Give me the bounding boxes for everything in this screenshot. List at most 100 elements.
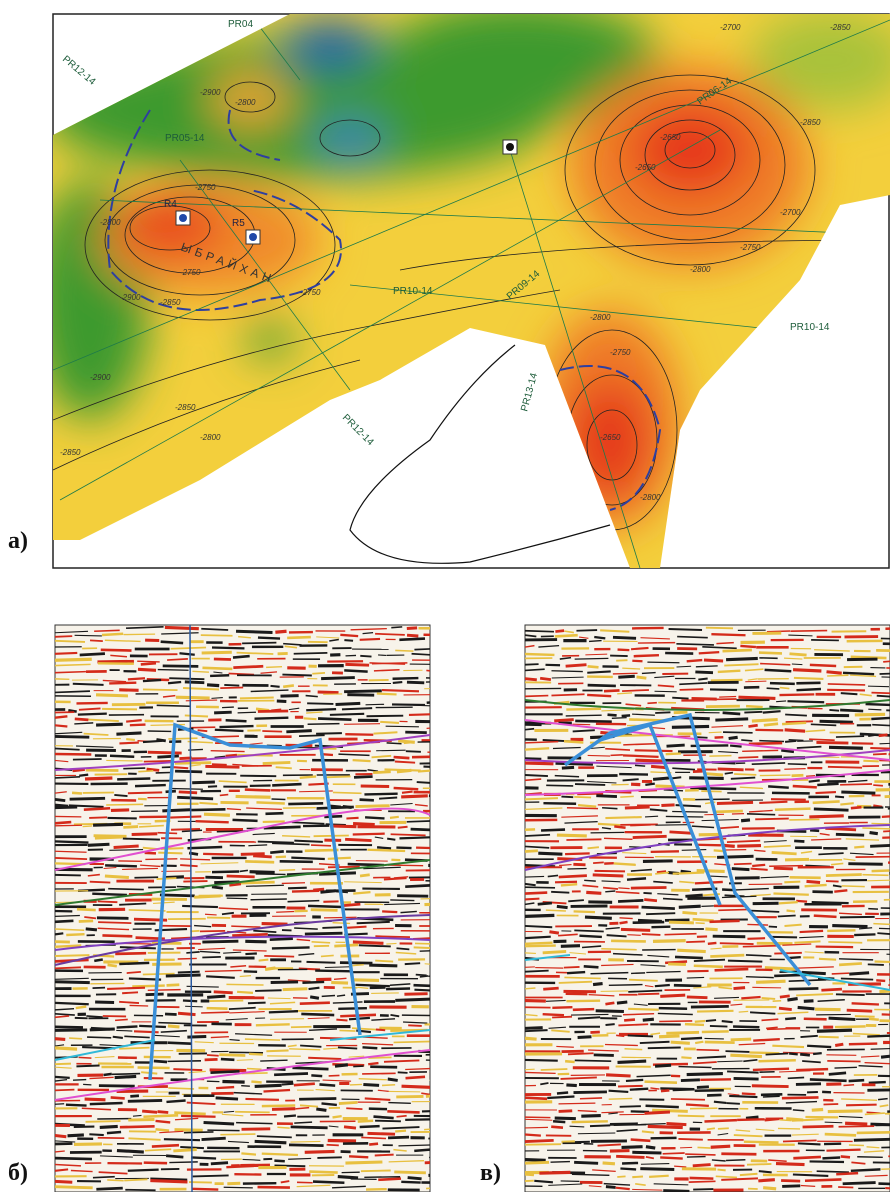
reflector bbox=[97, 661, 133, 662]
reflector bbox=[367, 850, 405, 851]
reflector bbox=[253, 856, 272, 857]
reflector bbox=[611, 941, 646, 942]
reflector bbox=[353, 980, 379, 981]
reflector bbox=[706, 706, 740, 707]
reflector bbox=[407, 682, 424, 683]
reflector bbox=[130, 725, 146, 726]
reflector bbox=[233, 820, 258, 821]
reflector bbox=[270, 686, 279, 687]
reflector bbox=[608, 715, 617, 716]
reflector bbox=[724, 664, 758, 665]
reflector bbox=[525, 887, 555, 888]
reflector bbox=[322, 927, 342, 928]
reflector bbox=[715, 969, 749, 970]
reflector bbox=[635, 765, 645, 766]
reflector bbox=[613, 673, 638, 674]
reflector bbox=[854, 847, 864, 848]
reflector bbox=[647, 703, 656, 704]
reflector bbox=[379, 797, 397, 798]
reflector bbox=[885, 628, 890, 629]
reflector bbox=[375, 1121, 401, 1122]
contour-label: -2800 bbox=[200, 433, 221, 442]
reflector bbox=[697, 871, 725, 872]
reflector bbox=[602, 808, 617, 809]
reflector bbox=[704, 1120, 737, 1121]
reflector bbox=[579, 936, 601, 937]
reflector bbox=[851, 1169, 881, 1170]
reflector bbox=[642, 1131, 654, 1132]
contour-label: -2800 bbox=[690, 265, 711, 274]
reflector bbox=[764, 724, 778, 725]
contour-label: -2750 bbox=[740, 243, 761, 252]
reflector bbox=[180, 865, 197, 866]
reflector bbox=[619, 774, 648, 775]
reflector bbox=[525, 763, 553, 764]
reflector bbox=[282, 675, 311, 676]
reflector bbox=[363, 1085, 379, 1086]
reflector bbox=[829, 1018, 856, 1019]
reflector bbox=[742, 1093, 756, 1094]
reflector bbox=[725, 1051, 749, 1052]
reflector bbox=[304, 718, 317, 719]
reflector bbox=[123, 827, 138, 828]
reflector bbox=[177, 797, 213, 798]
reflector bbox=[525, 1135, 541, 1136]
reflector bbox=[794, 841, 804, 842]
reflector bbox=[377, 847, 391, 848]
reflector bbox=[616, 1156, 644, 1157]
reflector bbox=[840, 710, 863, 711]
reflector bbox=[588, 685, 616, 686]
reflector bbox=[290, 1141, 320, 1142]
reflector bbox=[749, 884, 783, 885]
reflector bbox=[557, 906, 568, 907]
reflector bbox=[525, 1162, 549, 1163]
reflector bbox=[70, 798, 105, 799]
contour-label: -2650 bbox=[660, 133, 681, 142]
reflector bbox=[214, 992, 233, 993]
reflector bbox=[128, 1119, 154, 1120]
reflector bbox=[111, 1097, 125, 1098]
reflector bbox=[867, 1090, 890, 1091]
reflector bbox=[162, 810, 190, 811]
reflector bbox=[329, 1075, 340, 1076]
reflector bbox=[132, 986, 165, 987]
reflector bbox=[525, 654, 554, 655]
reflector bbox=[789, 654, 806, 655]
reflector bbox=[525, 937, 551, 938]
reflector bbox=[183, 881, 207, 882]
reflector bbox=[565, 853, 590, 854]
reflector bbox=[710, 689, 737, 690]
reflector bbox=[361, 1137, 386, 1138]
reflector bbox=[270, 1019, 304, 1020]
reflector bbox=[574, 1162, 598, 1163]
reflector bbox=[559, 876, 587, 877]
reflector bbox=[862, 875, 888, 876]
profile-label: PR10-14 bbox=[790, 322, 830, 333]
reflector bbox=[702, 1031, 729, 1032]
reflector bbox=[342, 708, 372, 709]
reflector bbox=[580, 1098, 602, 1099]
reflector bbox=[292, 1068, 328, 1069]
reflector bbox=[308, 906, 342, 907]
reflector bbox=[881, 1169, 890, 1170]
reflector bbox=[395, 999, 432, 1000]
reflector bbox=[765, 1119, 780, 1120]
reflector bbox=[258, 711, 288, 712]
reflector bbox=[420, 763, 448, 764]
reflector bbox=[360, 1126, 380, 1127]
reflector bbox=[226, 984, 263, 985]
reflector bbox=[292, 891, 319, 892]
reflector bbox=[717, 802, 753, 803]
reflector bbox=[849, 1080, 865, 1081]
reflector bbox=[168, 682, 181, 683]
reflector bbox=[397, 896, 428, 897]
reflector bbox=[601, 949, 636, 950]
reflector bbox=[839, 1126, 875, 1127]
reflector bbox=[723, 650, 752, 651]
reflector bbox=[669, 922, 694, 923]
reflector bbox=[309, 988, 320, 989]
reflector bbox=[767, 688, 780, 689]
reflector bbox=[792, 1119, 824, 1120]
reflector bbox=[183, 1000, 197, 1001]
reflector bbox=[171, 789, 203, 790]
